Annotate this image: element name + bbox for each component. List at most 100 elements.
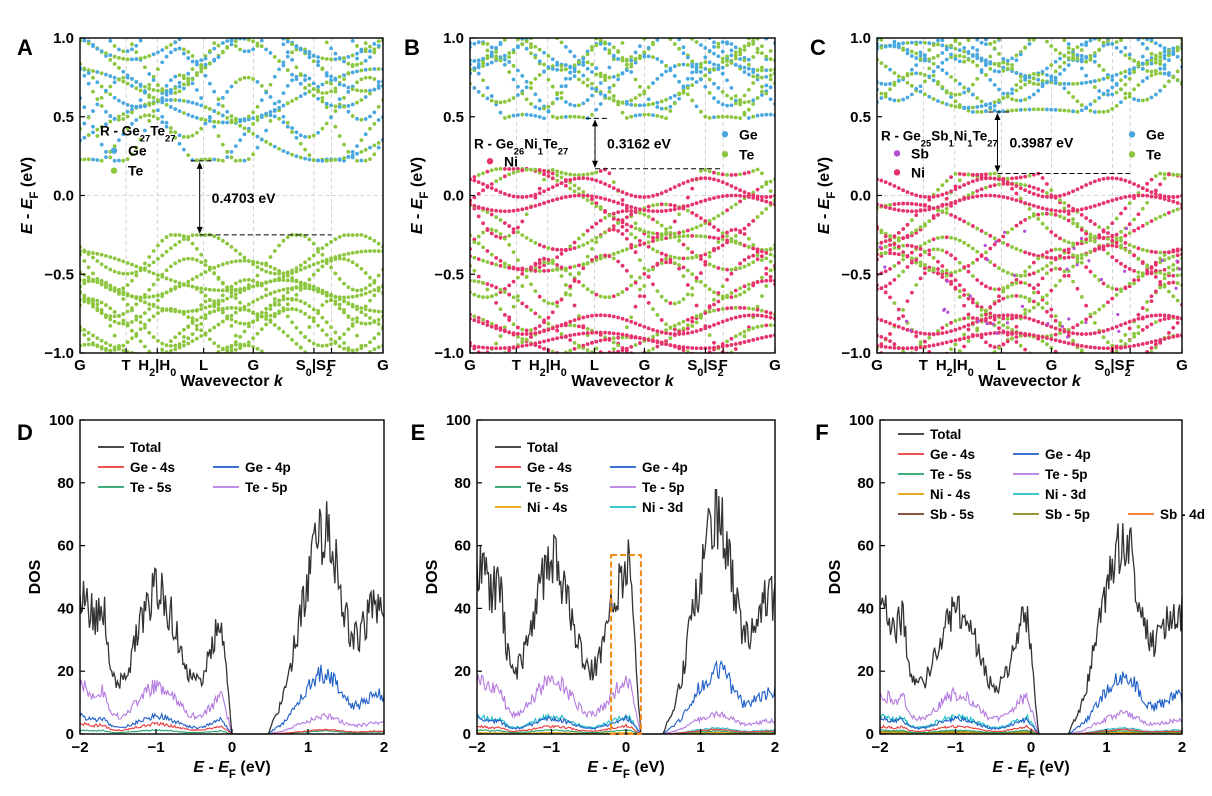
conduction-band-point bbox=[685, 55, 690, 60]
conduction-band-point bbox=[507, 114, 512, 119]
conduction-band-point bbox=[901, 19, 905, 23]
conduction-band-point bbox=[734, 19, 738, 23]
conduction-band-point bbox=[768, 97, 773, 102]
conduction-band-point bbox=[324, 40, 329, 45]
conduction-band-point bbox=[979, 110, 984, 114]
conduction-band-point bbox=[151, 52, 156, 57]
valence-band-point bbox=[768, 268, 773, 273]
conduction-band-point bbox=[888, 67, 892, 72]
valence-band-point bbox=[364, 397, 368, 401]
valence-band-point bbox=[190, 284, 195, 289]
conduction-band-point bbox=[686, 24, 690, 28]
conduction-band-point bbox=[368, 34, 372, 38]
valence-band-point bbox=[342, 346, 346, 351]
valence-band-point bbox=[311, 287, 316, 292]
ni-band-point bbox=[498, 346, 503, 351]
conduction-band-point bbox=[712, 96, 716, 100]
conduction-band-point bbox=[238, 117, 243, 122]
conduction-band-point bbox=[993, 6, 997, 10]
conduction-band-point bbox=[1127, 94, 1132, 99]
conduction-band-point bbox=[138, 56, 143, 61]
valence-band-point bbox=[768, 189, 773, 194]
conduction-band-point bbox=[743, 15, 747, 19]
valence-band-point bbox=[559, 331, 564, 336]
ni-band-point bbox=[642, 195, 647, 199]
conduction-band-point bbox=[217, 17, 221, 21]
conduction-band-point bbox=[342, 158, 346, 163]
conduction-band-point bbox=[979, 70, 984, 75]
conduction-band-point bbox=[910, 16, 914, 20]
valence-band-point bbox=[651, 203, 655, 208]
conduction-band-point bbox=[533, 10, 537, 14]
conduction-band-point bbox=[893, 26, 897, 30]
conduction-band-point bbox=[673, 25, 677, 29]
valence-band-point bbox=[298, 267, 303, 272]
valence-band-point bbox=[368, 398, 372, 402]
band-group-c bbox=[877, 2, 1182, 353]
valence-band-point bbox=[733, 305, 738, 310]
conduction-band-point bbox=[979, 99, 984, 104]
conduction-band-point bbox=[173, 107, 178, 111]
conduction-band-point bbox=[372, 87, 377, 92]
valence-band-point bbox=[242, 342, 247, 347]
conduction-band-point bbox=[611, 83, 616, 88]
ni-band-point bbox=[616, 201, 621, 205]
valence-band-point bbox=[251, 319, 256, 324]
conduction-band-point bbox=[156, 67, 160, 72]
valence-band-point bbox=[324, 291, 329, 296]
conduction-band-point bbox=[563, 114, 568, 119]
conduction-band-point bbox=[997, 69, 1001, 74]
valence-band-point bbox=[516, 298, 520, 303]
conduction-band-point bbox=[281, 60, 286, 65]
conduction-band-point bbox=[896, 98, 901, 103]
conduction-band-point bbox=[516, 24, 520, 28]
conduction-band-point bbox=[1163, 16, 1167, 20]
valence-band-point bbox=[86, 330, 91, 335]
valence-band-point bbox=[346, 301, 351, 306]
valence-band-point bbox=[259, 314, 264, 319]
conduction-band-point bbox=[1176, 2, 1180, 6]
conduction-band-point bbox=[99, 104, 104, 108]
conduction-band-point bbox=[303, 86, 307, 90]
valence-band-point bbox=[246, 340, 251, 345]
conduction-band-point bbox=[1084, 59, 1089, 64]
conduction-band-point bbox=[533, 105, 538, 109]
conduction-band-point bbox=[533, 113, 538, 118]
conduction-band-point bbox=[130, 84, 134, 88]
valence-band-point bbox=[217, 360, 221, 364]
conduction-band-point bbox=[350, 70, 355, 75]
valence-band-point bbox=[285, 302, 290, 307]
ni-band-point bbox=[624, 191, 629, 196]
valence-band-point bbox=[729, 271, 734, 276]
valence-band-point bbox=[143, 292, 147, 297]
conduction-band-point bbox=[984, 60, 988, 65]
valence-band-point bbox=[629, 344, 634, 349]
conduction-band-point bbox=[208, 20, 212, 24]
ni-band-point bbox=[712, 345, 716, 350]
valence-band-point bbox=[685, 228, 690, 233]
conduction-band-point bbox=[281, 91, 286, 96]
valence-band-point bbox=[324, 261, 329, 266]
valence-band-point bbox=[363, 286, 368, 291]
ni-band-point bbox=[764, 335, 769, 339]
conduction-band-point bbox=[896, 78, 901, 83]
conduction-band-point bbox=[86, 157, 91, 162]
valence-band-point bbox=[1158, 171, 1163, 176]
ni-band-point bbox=[699, 327, 703, 332]
valence-band-point bbox=[156, 380, 160, 384]
conduction-band-point bbox=[884, 22, 888, 26]
conduction-band-point bbox=[1114, 103, 1119, 108]
conduction-band-point bbox=[108, 74, 113, 79]
conduction-band-point bbox=[260, 23, 264, 27]
conduction-band-point bbox=[725, 54, 729, 59]
valence-band-point bbox=[472, 378, 476, 382]
valence-band-point bbox=[134, 296, 139, 301]
conduction-band-point bbox=[568, 76, 573, 81]
conduction-band-point bbox=[914, 63, 919, 68]
valence-band-point bbox=[363, 321, 368, 326]
conduction-band-point bbox=[681, 86, 686, 90]
conduction-band-point bbox=[1031, 76, 1036, 81]
conduction-band-point bbox=[607, 89, 612, 94]
valence-band-point bbox=[646, 214, 651, 219]
valence-band-point bbox=[646, 268, 651, 273]
